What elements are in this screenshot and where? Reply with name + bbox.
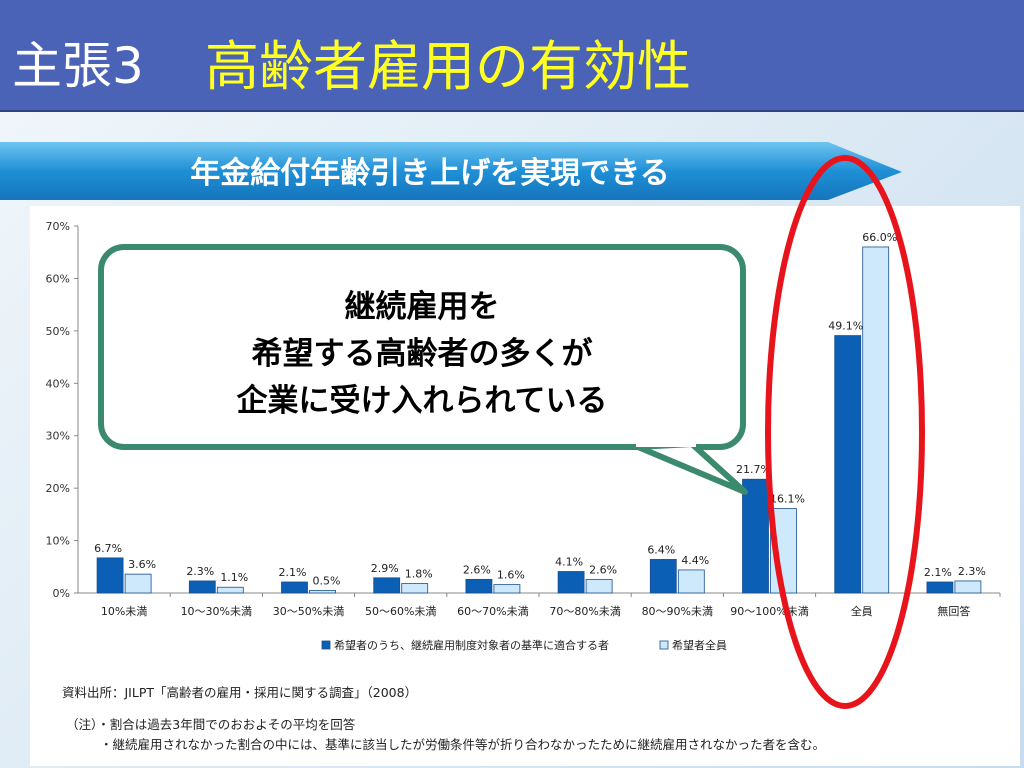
bar-series2 — [862, 246, 890, 594]
source-text: 資料出所：JILPT「高齢者の雇用・採用に関する調査」（2008） — [62, 685, 418, 700]
note-text: （注）・割合は過去3年間でのおおよその平均を回答 — [66, 717, 356, 732]
bar-series1 — [557, 571, 585, 594]
y-tick-label: 50% — [46, 325, 70, 338]
page-title: 高齢者雇用の有効性 — [205, 35, 691, 98]
data-label: 1.1% — [220, 571, 248, 584]
bar-series1 — [96, 557, 124, 594]
note-text: ・継続雇用されなかった割合の中には、基準に該当したが労働条件等が折り合わなかった… — [100, 737, 826, 752]
bar-series2 — [585, 578, 613, 594]
legend-label: 希望者全員 — [672, 638, 727, 652]
legend-swatch — [659, 640, 669, 650]
bar-series2 — [216, 586, 244, 594]
y-tick-label: 30% — [46, 430, 70, 443]
y-tick-label: 40% — [46, 377, 70, 390]
x-tick-label: 60～70%未満 — [457, 605, 528, 618]
data-label: 1.6% — [497, 569, 525, 582]
data-label: 2.6% — [589, 563, 617, 576]
data-label: 16.1% — [770, 493, 805, 506]
legend-swatch — [321, 640, 331, 650]
bar-series2 — [493, 584, 521, 594]
subtitle-arrow-banner — [0, 142, 902, 200]
bar-series1 — [465, 578, 493, 594]
y-tick-label: 10% — [46, 535, 70, 548]
data-label: 6.7% — [94, 542, 122, 555]
y-tick-label: 20% — [46, 482, 70, 495]
bar-series1 — [281, 581, 308, 594]
data-label: 0.5% — [313, 574, 341, 587]
data-label: 6.4% — [647, 543, 675, 556]
bubble-line: 企業に受け入れられている — [236, 383, 608, 419]
data-label: 49.1% — [828, 320, 863, 333]
data-label: 2.1% — [924, 566, 952, 579]
data-label: 1.8% — [405, 568, 433, 581]
data-label: 66.0% — [862, 231, 897, 244]
bar-series2 — [770, 508, 797, 594]
x-tick-label: 10%未満 — [101, 605, 147, 618]
bar-series1 — [742, 478, 769, 594]
x-tick-label: 無回答 — [937, 604, 970, 618]
data-label: 2.1% — [279, 566, 307, 579]
x-tick-label: 90～100%未満 — [730, 605, 808, 618]
bar-series2 — [677, 569, 705, 594]
data-label: 4.1% — [555, 556, 583, 569]
legend-label: 希望者のうち、継続雇用制度対象者の基準に適合する者 — [334, 638, 609, 652]
x-tick-label: 30～50%未満 — [273, 605, 344, 618]
data-label: 2.6% — [463, 563, 491, 576]
bar-series2 — [401, 583, 429, 594]
y-tick-label: 70% — [46, 220, 70, 233]
bar-series1 — [926, 581, 954, 594]
data-label: 2.3% — [186, 565, 214, 578]
subtitle: 年金給付年齢引き上げを実現できる — [190, 156, 670, 191]
title-prefix: 主張3 — [12, 37, 144, 95]
speech-bubble: 継続雇用を 希望する高齢者の多くが 企業に受け入れられている — [98, 244, 746, 450]
data-label: 21.7% — [736, 463, 771, 476]
data-label: 2.9% — [371, 562, 399, 575]
bar-series1 — [834, 335, 862, 594]
bubble-text: 継続雇用を 希望する高齢者の多くが 企業に受け入れられている — [104, 250, 740, 425]
title-bar: 主張3 高齢者雇用の有効性 — [0, 0, 1024, 112]
x-tick-label: 80～90%未満 — [642, 605, 713, 618]
x-tick-label: 70～80%未満 — [549, 605, 620, 618]
data-label: 3.6% — [128, 558, 156, 571]
bar-series2 — [124, 573, 152, 594]
x-tick-label: 50～60%未満 — [365, 605, 436, 618]
data-label: 2.3% — [958, 565, 986, 578]
data-label: 4.4% — [681, 554, 709, 567]
bar-series2 — [309, 589, 336, 594]
bubble-line: 希望する高齢者の多くが — [251, 336, 593, 372]
y-tick-label: 0% — [53, 587, 70, 600]
bar-series1 — [649, 559, 677, 594]
x-tick-label: 10～30%未満 — [181, 605, 252, 618]
bar-series2 — [954, 580, 982, 594]
bar-series1 — [188, 580, 216, 594]
bubble-line: 継続雇用を — [344, 289, 500, 325]
x-tick-label: 全員 — [851, 604, 873, 618]
y-tick-label: 60% — [46, 272, 70, 285]
bar-series1 — [373, 577, 401, 594]
